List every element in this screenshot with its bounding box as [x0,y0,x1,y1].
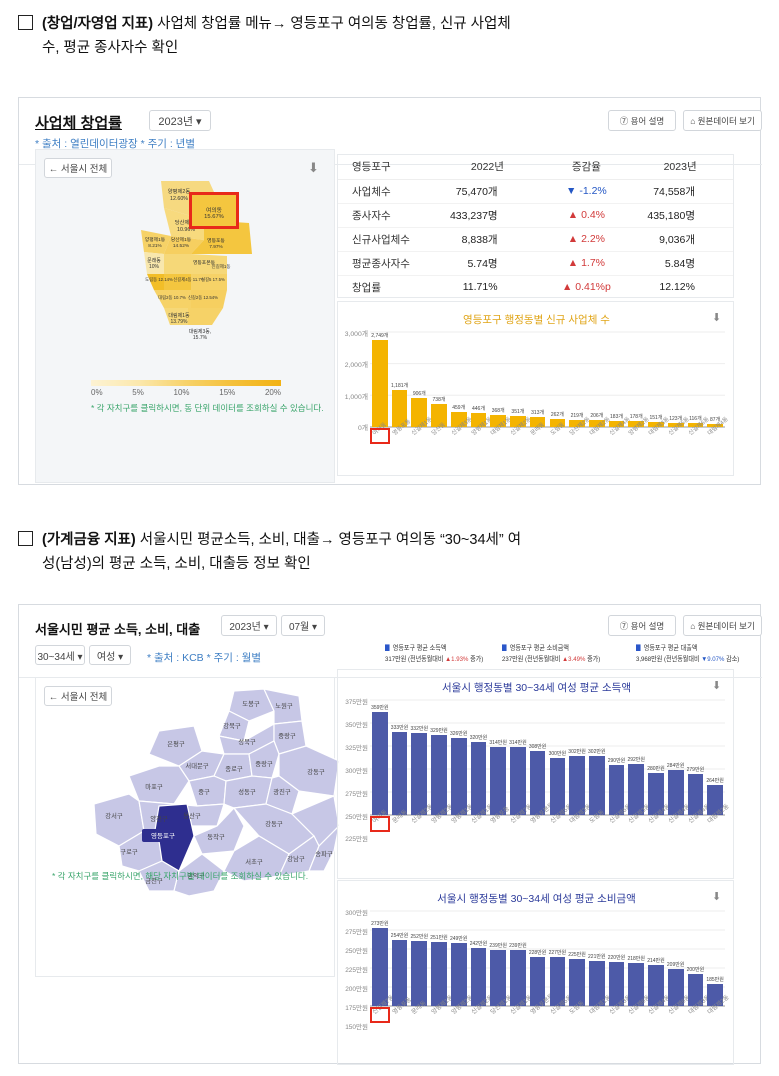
svg-text:서대문구: 서대문구 [185,761,208,770]
svg-text:15.7%: 15.7% [193,335,208,341]
svg-text:용산구: 용산구 [183,811,201,820]
svg-text:성북구: 성북구 [238,737,256,746]
svg-text:광진구: 광진구 [273,787,291,796]
svg-text:강남구: 강남구 [287,854,305,863]
svg-text:신길2동 12.54%: 신길2동 12.54% [188,294,218,300]
svg-text:신길제4동 11.7%: 신길제4동 11.7% [173,276,204,283]
svg-text:은평구: 은평구 [167,739,185,748]
svg-text:문래동: 문래동 [147,257,161,264]
svg-text:강동구: 강동구 [265,819,283,828]
svg-text:동작구: 동작구 [207,833,225,841]
svg-text:도봉구: 도봉구 [242,700,260,708]
svg-text:신길제1동: 신길제1동 [211,263,230,270]
svg-text:13.79%: 13.79% [171,319,189,325]
svg-text:중랑구: 중랑구 [255,760,273,768]
svg-text:양천구: 양천구 [150,814,168,823]
svg-text:송파구: 송파구 [315,849,333,858]
svg-text:서초구: 서초구 [245,857,263,866]
svg-text:대림제3동,: 대림제3동, [189,328,212,335]
svg-text:중구: 중구 [198,788,210,796]
svg-text:당산제1동: 당산제1동 [171,236,192,243]
svg-text:대림제1동: 대림제1동 [168,312,190,319]
svg-text:신길5 17.5%: 신길5 17.5% [201,276,225,282]
svg-text:10%: 10% [149,264,160,270]
svg-text:성동구: 성동구 [238,787,256,796]
svg-text:양평제1동: 양평제1동 [145,236,166,243]
svg-text:마포구: 마포구 [145,782,163,791]
svg-text:영등포구: 영등포구 [151,831,175,840]
svg-text:7.97%: 7.97% [209,244,223,250]
svg-text:종로구: 종로구 [225,765,243,773]
svg-text:8.21%: 8.21% [148,243,162,249]
svg-text:양평제2동: 양평제2동 [168,187,191,195]
svg-text:14.52%: 14.52% [173,243,190,249]
svg-text:강북구: 강북구 [223,721,241,730]
svg-text:노원구: 노원구 [275,701,293,710]
svg-text:도림동 12.14%: 도림동 12.14% [145,276,173,282]
svg-text:구로구: 구로구 [120,848,138,856]
svg-text:영등포동: 영등포동 [207,237,225,244]
svg-text:강동구: 강동구 [307,767,325,776]
svg-text:강서구: 강서구 [105,811,123,820]
svg-text:12.60%: 12.60% [170,196,188,202]
svg-text:중랑구: 중랑구 [278,732,296,740]
svg-text:대림2동 10.7%: 대림2동 10.7% [158,294,186,301]
